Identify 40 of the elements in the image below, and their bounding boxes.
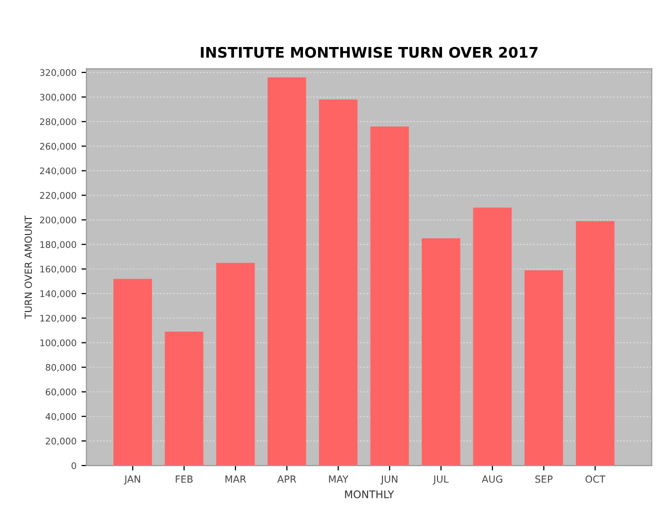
bar [164, 332, 204, 466]
y-axis-title: TURN OVER AMOUNT [24, 215, 32, 319]
y-tick-label: 200,000 [40, 216, 76, 224]
x-tick-label: MAR [226, 476, 246, 483]
y-tick-label: 320,000 [40, 69, 76, 77]
bar [318, 99, 358, 466]
y-tick-label: 40,000 [46, 413, 76, 421]
y-tick-label: 140,000 [40, 290, 76, 298]
bar [576, 221, 614, 466]
bar [268, 77, 306, 466]
x-axis-title: MONTHLY [345, 490, 394, 498]
x-tick-label: SEP [535, 475, 553, 483]
y-tick-label: 160,000 [40, 266, 76, 274]
y-tick-label: 240,000 [40, 167, 76, 176]
bar [473, 208, 512, 466]
bar [524, 270, 564, 466]
bar [216, 262, 255, 466]
y-tick-label: 180,000 [40, 241, 76, 249]
x-tick-label: JUL [432, 476, 449, 485]
x-tick-label: FEB [176, 476, 193, 483]
x-tick-label: JUN [380, 476, 398, 485]
y-tick-label: 120,000 [40, 314, 76, 323]
y-tick-label: 260,000 [40, 142, 76, 151]
y-tick-label: 0 [72, 462, 76, 470]
chart-title: INSTITUTE MONTHWISE TURN OVER 2017 [200, 46, 538, 58]
x-tick-label: OCT [586, 475, 606, 483]
x-tick-label: AUG [482, 475, 502, 483]
bar [370, 126, 409, 466]
y-tick-label: 220,000 [40, 192, 76, 200]
x-tick-label: APR [277, 476, 296, 483]
y-tick-label: 280,000 [40, 118, 76, 126]
x-tick-label: MAY [329, 476, 348, 483]
y-tick-label: 80,000 [46, 364, 76, 372]
y-tick-label: 20,000 [46, 438, 76, 446]
x-tick-label: JAN [124, 476, 140, 485]
y-tick-label: 60,000 [46, 388, 76, 396]
bar [113, 278, 152, 466]
y-tick-label: 100,000 [40, 339, 76, 348]
bar [422, 238, 460, 466]
y-tick-label: 300,000 [40, 94, 76, 102]
